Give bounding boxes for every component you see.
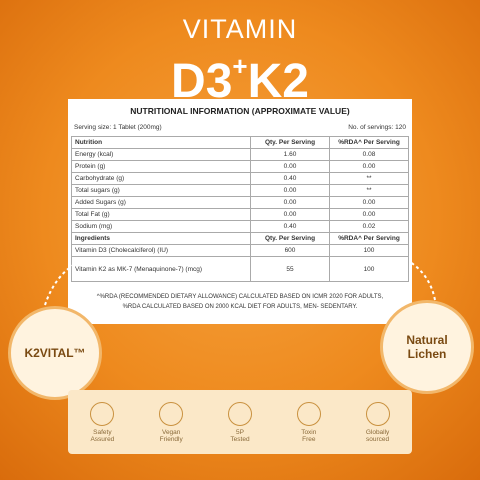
footnote: ^%RDA (RECOMMENDED DIETARY ALLOWANCE) CA… bbox=[68, 292, 412, 312]
servings: No. of servings: 120 bbox=[348, 124, 406, 131]
footnote-line: %RDA CALCULATED BASED ON 2000 KCAL DIET … bbox=[122, 304, 358, 310]
badge-text: K2VITAL™ bbox=[24, 346, 86, 360]
badge-left: K2VITAL™ bbox=[8, 306, 102, 400]
table-row: Added Sugars (g) 0.00 0.00 bbox=[71, 196, 409, 209]
title-d3: D3 bbox=[171, 55, 233, 108]
feature-icon bbox=[296, 401, 321, 426]
feature-label: Tested bbox=[230, 435, 250, 443]
title-plus: + bbox=[232, 51, 248, 81]
feature: Safety Assured bbox=[90, 401, 115, 443]
feature-label: Free bbox=[302, 435, 316, 443]
feature-label: sourced bbox=[366, 435, 390, 443]
table-cell: Vitamin K2 as MK-7 (Menaquinone-7) (mcg) bbox=[71, 256, 251, 282]
feature: 5P Tested bbox=[227, 401, 252, 443]
title-k2: K2 bbox=[247, 55, 309, 108]
arrow bbox=[409, 261, 436, 301]
feature-icon bbox=[227, 401, 252, 426]
table-row: Vitamin K2 as MK-7 (Menaquinone-7) (mcg)… bbox=[71, 256, 409, 282]
nutrition-panel: NUTRITIONAL INFORMATION (APPROXIMATE VAL… bbox=[68, 99, 412, 324]
table-row: Carbohydrate (g) 0.40 ** bbox=[71, 172, 409, 185]
feature-banner: Safety Assured Vegan Friendly 5P Tested Toxin F… bbox=[68, 390, 412, 454]
feature-label: Assured bbox=[90, 435, 115, 443]
feature-icon bbox=[90, 401, 115, 426]
feature-icon bbox=[159, 401, 184, 426]
badge-right: Natural Lichen bbox=[380, 300, 474, 394]
badge-text: Lichen bbox=[407, 347, 447, 361]
feature-label: 5P bbox=[236, 428, 244, 436]
feature: Vegan Friendly bbox=[159, 401, 184, 443]
badge-text: Natural bbox=[406, 333, 448, 347]
feature-icon bbox=[365, 401, 390, 426]
table-cell: 100 bbox=[329, 256, 409, 282]
table-row: Total Fat (g) 0.00 0.00 bbox=[71, 208, 409, 221]
feature-label: Friendly bbox=[159, 435, 183, 443]
footnote-line: ^%RDA (RECOMMENDED DIETARY ALLOWANCE) CA… bbox=[96, 294, 384, 300]
table-row: Sodium (mg) 0.40 0.02 bbox=[71, 220, 409, 233]
table-row: Total sugars (g) 0.00 ** bbox=[71, 184, 409, 197]
feature-label: Safety bbox=[93, 428, 112, 436]
table-header-row: Nutrition Qty. Per Serving %RDA^ Per Servi… bbox=[71, 136, 409, 149]
feature: Globally sourced bbox=[365, 401, 390, 443]
feature-label: Toxin bbox=[301, 428, 317, 436]
table-cell: 55 bbox=[250, 256, 330, 282]
arrow bbox=[44, 261, 79, 306]
serving-size: Serving size: 1 Tablet (200mg) bbox=[74, 124, 162, 131]
feature-label: Globally bbox=[365, 428, 390, 436]
title-main: D3+K2 bbox=[0, 42, 480, 106]
feature-label: Vegan bbox=[161, 428, 181, 436]
table-title: NUTRITIONAL INFORMATION (APPROXIMATE VAL… bbox=[130, 106, 350, 116]
title-top: VITAMIN bbox=[182, 14, 298, 44]
nutrition-table: Nutrition Qty. Per Serving %RDA^ Per Servi… bbox=[71, 136, 409, 282]
feature: Toxin Free bbox=[296, 401, 321, 443]
